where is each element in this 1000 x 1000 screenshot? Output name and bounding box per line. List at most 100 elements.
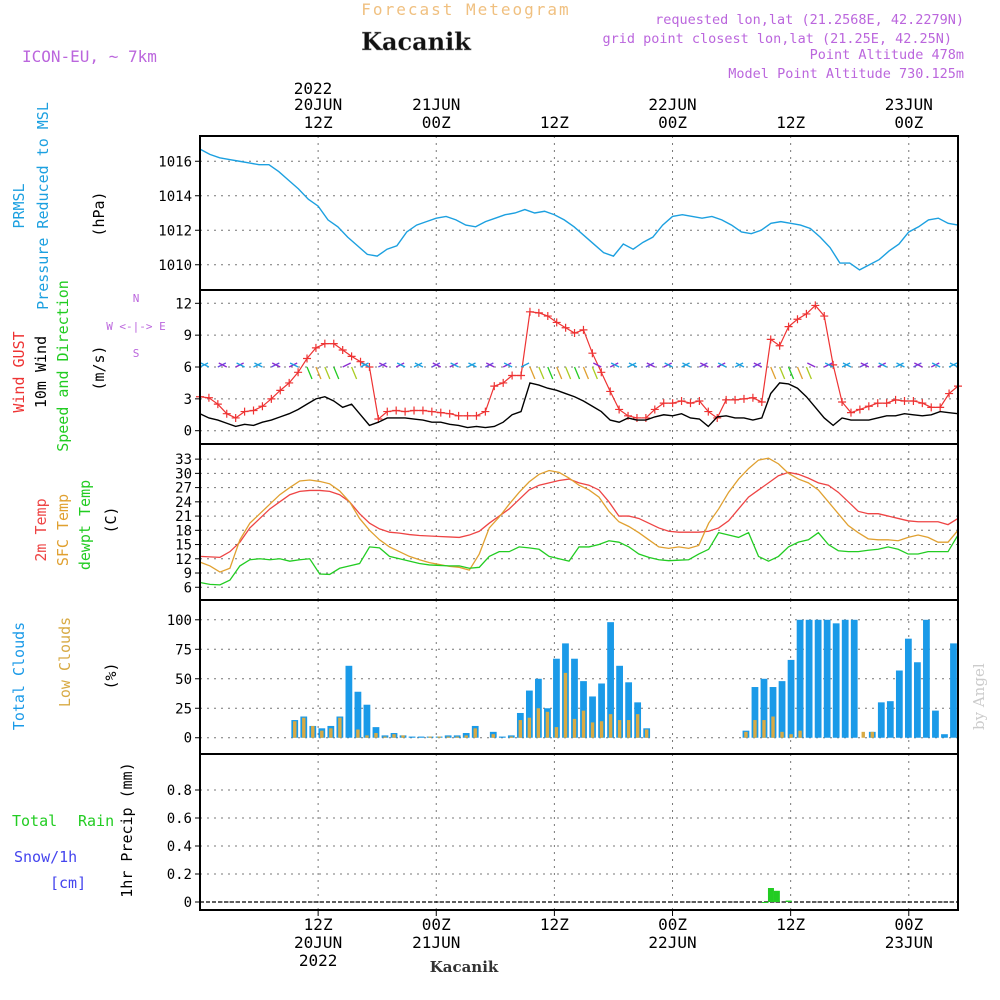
panel-background xyxy=(200,444,958,600)
y-tick-label: 1012 xyxy=(158,223,192,239)
panel-frame xyxy=(199,753,959,911)
temp-sfc-line xyxy=(199,457,959,573)
low-clouds-bar xyxy=(753,720,757,738)
gust-marker xyxy=(499,378,508,387)
gust-marker xyxy=(517,371,526,380)
wind-direction-arrow xyxy=(333,366,340,380)
wind-direction-arrow xyxy=(628,362,638,368)
low-clouds-bar xyxy=(392,734,396,738)
gust-marker xyxy=(392,406,401,415)
gust-marker xyxy=(606,387,615,396)
temp-unit: (C) xyxy=(102,506,120,533)
bottom-date-label: 22JUN xyxy=(648,933,696,952)
gust-marker xyxy=(900,396,909,405)
wind-direction-arrow xyxy=(807,362,816,368)
bottom-date-label: 23JUN xyxy=(885,933,933,952)
y-tick-label: 9 xyxy=(184,566,192,582)
gust-marker xyxy=(356,357,365,366)
gust-marker xyxy=(748,393,757,402)
gust-marker xyxy=(454,411,463,420)
wind-direction-arrow xyxy=(824,362,834,368)
total-clouds-bar xyxy=(580,681,587,738)
low-clouds-bar xyxy=(302,717,306,738)
total-clouds-bar xyxy=(408,736,416,738)
wind-direction-arrow xyxy=(396,362,406,368)
low-clouds-bar xyxy=(861,731,865,738)
low-clouds-bar xyxy=(617,720,622,738)
total-clouds-bar xyxy=(941,734,948,738)
wind-label: 10m Wind xyxy=(32,336,50,408)
wind-direction-arrow xyxy=(520,362,530,368)
top-date-label: 23JUN xyxy=(885,95,933,114)
header: Forecast Meteogram Kacanik ICON-EU, ~ 7k… xyxy=(22,0,964,98)
temp-sfc-label: SFC Temp xyxy=(54,494,72,566)
gust-marker xyxy=(525,307,534,316)
low-clouds-bar xyxy=(608,714,613,738)
low-clouds-bar xyxy=(293,721,297,738)
gust-marker xyxy=(508,371,517,380)
gust-marker xyxy=(713,413,722,422)
y-tick-label: 12 xyxy=(175,552,192,568)
total-clouds-bar xyxy=(796,619,804,738)
gust-marker xyxy=(704,407,713,416)
y-tick-label: 0.6 xyxy=(167,811,192,827)
gust-marker xyxy=(213,400,222,409)
panel-background xyxy=(200,754,958,910)
total-clouds-bar xyxy=(363,704,371,738)
gust-marker xyxy=(410,406,419,415)
dewpoint-line xyxy=(199,531,959,586)
gust-marker xyxy=(463,411,472,420)
gust-marker xyxy=(677,396,686,405)
wind-direction-arrow xyxy=(450,362,459,368)
gust-marker xyxy=(311,343,320,352)
point-altitude: Point Altitude 478m xyxy=(810,47,964,63)
compass-south: S xyxy=(133,347,140,360)
model-name: ICON-EU, ~ 7km xyxy=(22,47,157,66)
wind-direction-arrow xyxy=(682,362,691,368)
gust-marker xyxy=(222,409,231,418)
snow-label: Snow/1h xyxy=(14,848,77,866)
y-tick-label: 75 xyxy=(175,642,192,658)
gust-marker xyxy=(329,339,338,348)
total-clouds-label: Total Clouds xyxy=(10,622,28,730)
gust-marker xyxy=(793,315,802,324)
gust-marker xyxy=(258,402,267,411)
bottom-hour-label: 12Z xyxy=(540,915,569,934)
requested-coordinates: requested lon,lat (21.2568E, 42.2279N) xyxy=(655,12,964,28)
wind-direction-arrow xyxy=(556,366,563,380)
pressure-line xyxy=(199,148,959,271)
total-clouds-bar xyxy=(571,658,578,738)
footer-location: Kacanik xyxy=(430,958,499,976)
wind-direction-arrow xyxy=(796,366,804,380)
wind-direction-arrow xyxy=(573,366,581,380)
panel-background xyxy=(200,136,958,290)
wind-direction-arrow xyxy=(779,366,786,380)
compass-north: N xyxy=(133,292,140,305)
total-clouds-bar xyxy=(841,619,849,738)
gust-marker xyxy=(775,341,784,350)
low-clouds-bar xyxy=(644,729,649,738)
gust-marker xyxy=(945,389,954,398)
low-clouds-bar xyxy=(320,730,324,738)
total-clouds-bar xyxy=(914,662,921,738)
low-clouds-bar xyxy=(536,708,541,738)
y-tick-label: 6 xyxy=(184,580,192,596)
low-clouds-bar xyxy=(798,730,802,738)
y-tick-label: 0 xyxy=(184,731,192,747)
gust-marker xyxy=(927,403,936,412)
temp-2m-line xyxy=(199,471,959,559)
y-tick-label: 1016 xyxy=(158,154,192,170)
y-tick-label: 0 xyxy=(184,424,192,440)
gust-marker xyxy=(668,399,677,408)
clouds-unit: (%) xyxy=(102,662,120,689)
snow-unit: [cm] xyxy=(50,874,86,892)
gust-marker xyxy=(731,395,740,404)
total-clouds-bar xyxy=(814,619,822,738)
wind-direction-arrow xyxy=(503,362,513,368)
wind-direction-arrow xyxy=(914,362,923,368)
wind-direction-arrow xyxy=(931,362,941,368)
low-clouds-bar xyxy=(437,736,441,738)
wind-direction-arrow xyxy=(306,366,313,380)
low-clouds-bar xyxy=(563,672,568,738)
gust-marker xyxy=(864,402,873,411)
